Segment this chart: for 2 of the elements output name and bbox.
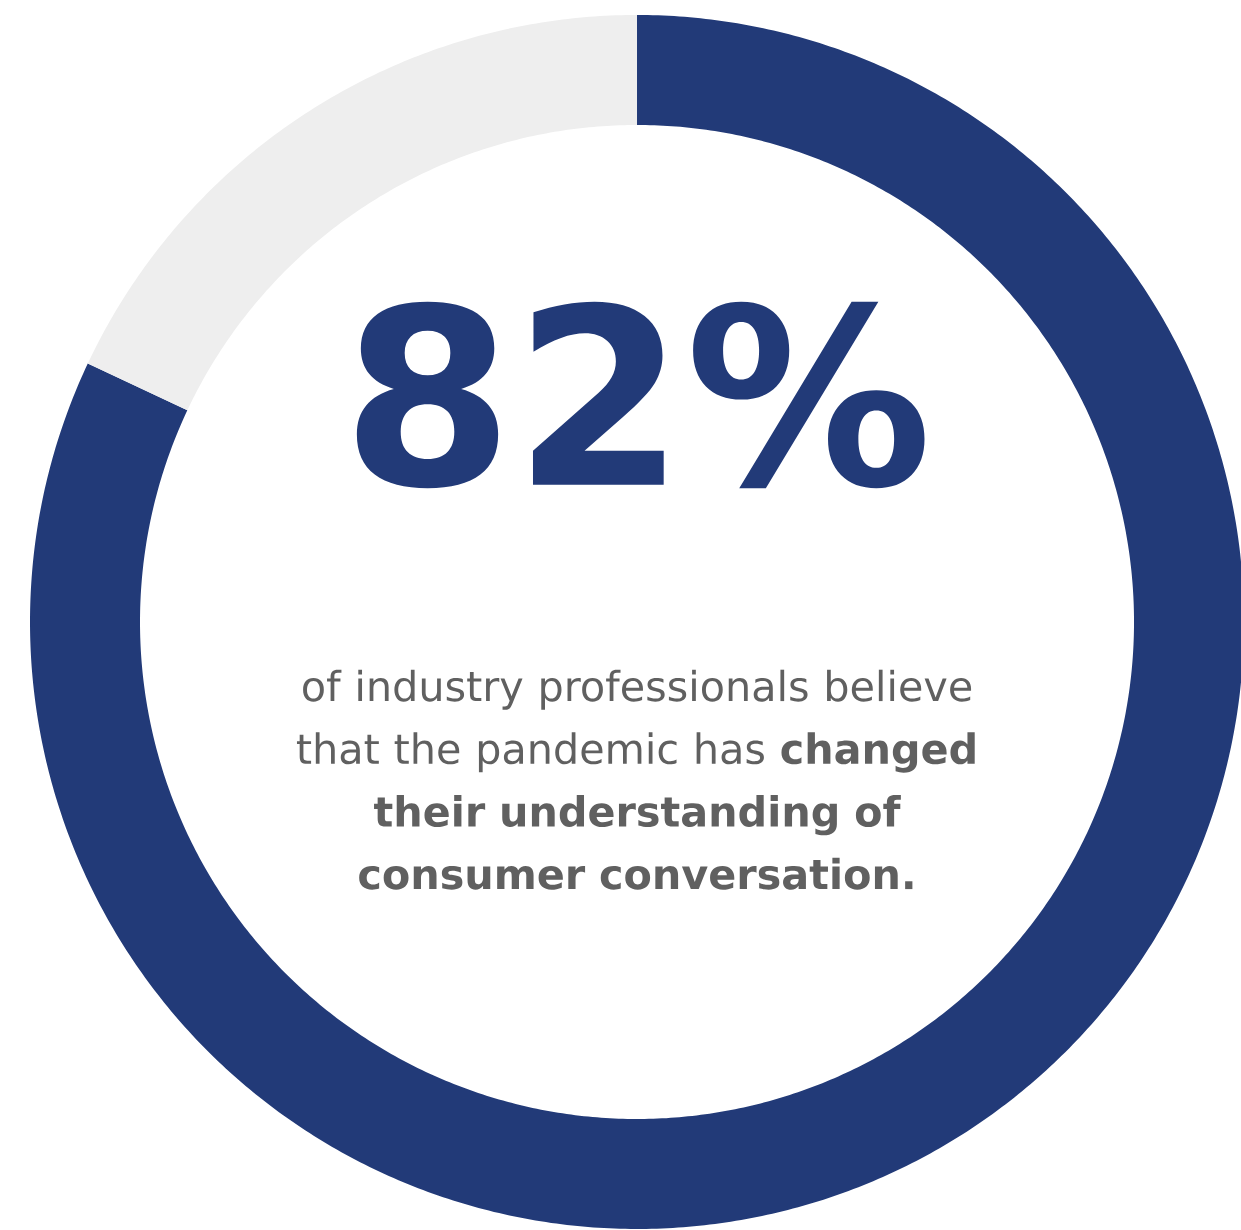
- data-label: 82%: [356, 301, 925, 489]
- text: of industry professionals believe that the pandemic has changed their understanding of consumer conversation.: [296, 669, 975, 890]
